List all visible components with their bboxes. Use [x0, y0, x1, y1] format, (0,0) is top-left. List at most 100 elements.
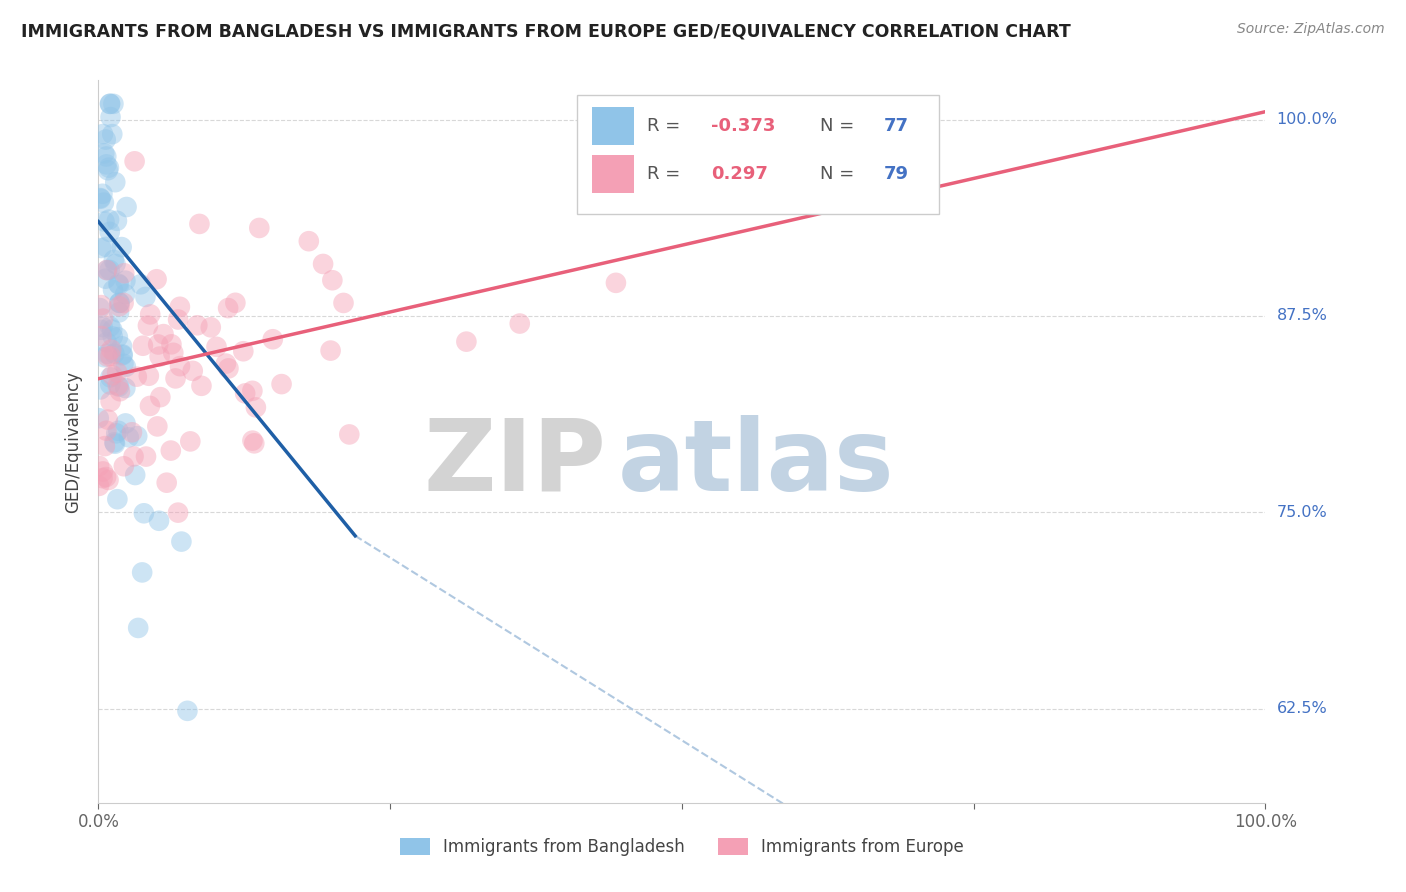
Point [87, 479, 110, 493]
Point [107, 424, 129, 438]
Point [321, 273, 343, 287]
Point [159, 443, 181, 458]
Point [148, 514, 170, 528]
Point [136, 318, 159, 333]
Point [121, 425, 143, 440]
FancyBboxPatch shape [592, 155, 634, 193]
Point [90, 329, 112, 343]
Point [270, 377, 292, 392]
Point [89, 383, 111, 397]
Point [233, 386, 256, 401]
Point [89, 301, 111, 315]
Point [186, 318, 208, 333]
Text: 79: 79 [884, 165, 908, 183]
Point [127, 429, 149, 443]
Point [131, 566, 153, 580]
Text: 62.5%: 62.5% [1277, 701, 1327, 716]
Point [98, 212, 121, 227]
Legend: Immigrants from Bangladesh, Immigrants from Europe: Immigrants from Bangladesh, Immigrants f… [394, 831, 970, 863]
Point [205, 340, 228, 354]
Point [97, 473, 120, 487]
Point [91, 465, 114, 479]
Point [91, 127, 114, 141]
Text: ZIP: ZIP [423, 415, 606, 512]
Point [98, 377, 121, 392]
Point [217, 301, 239, 315]
Point [319, 343, 342, 358]
Point [242, 434, 264, 448]
Point [169, 359, 191, 373]
Point [111, 348, 134, 362]
Point [98, 96, 121, 111]
Point [87, 458, 110, 473]
Point [132, 339, 155, 353]
Point [262, 332, 284, 346]
Point [101, 127, 124, 141]
Point [103, 96, 125, 111]
Point [112, 266, 135, 280]
Point [91, 311, 114, 326]
Point [242, 384, 264, 398]
Point [108, 305, 131, 319]
Point [89, 191, 111, 205]
Point [152, 327, 174, 342]
Point [93, 350, 115, 364]
Point [96, 263, 118, 277]
Point [94, 439, 117, 453]
Point [138, 368, 160, 383]
Text: -0.373: -0.373 [711, 117, 776, 135]
FancyBboxPatch shape [592, 107, 634, 145]
Point [98, 263, 121, 277]
Point [94, 240, 117, 254]
Point [100, 349, 122, 363]
Point [98, 225, 121, 239]
Point [167, 312, 190, 326]
Point [105, 492, 128, 507]
Point [135, 450, 157, 464]
Point [129, 277, 152, 292]
Point [94, 271, 117, 285]
Text: N =: N = [820, 117, 859, 135]
Point [108, 299, 131, 313]
Point [165, 371, 187, 385]
Point [605, 276, 627, 290]
Point [188, 217, 211, 231]
Point [108, 384, 131, 399]
Point [100, 110, 122, 124]
Point [96, 149, 118, 163]
Text: 100.0%: 100.0% [1277, 112, 1337, 127]
Point [96, 350, 118, 364]
Point [101, 323, 124, 337]
Point [124, 468, 146, 483]
Point [190, 379, 212, 393]
Point [103, 252, 125, 267]
Point [145, 272, 167, 286]
Point [149, 350, 172, 364]
Point [167, 506, 190, 520]
Y-axis label: GED/Equivalency: GED/Equivalency [65, 370, 83, 513]
Point [97, 412, 120, 426]
Point [107, 330, 129, 344]
Point [103, 346, 125, 360]
Point [200, 320, 222, 334]
Point [245, 401, 267, 415]
Point [108, 379, 131, 393]
Point [96, 424, 118, 438]
Point [96, 347, 118, 361]
Point [114, 381, 136, 395]
Point [160, 337, 183, 351]
Text: 77: 77 [884, 117, 908, 135]
Point [97, 161, 120, 175]
Point [98, 96, 121, 111]
Point [217, 361, 239, 376]
FancyBboxPatch shape [576, 95, 939, 214]
Point [105, 365, 128, 379]
Point [232, 344, 254, 359]
Point [91, 186, 114, 201]
Point [215, 357, 238, 371]
Text: R =: R = [647, 165, 686, 183]
Point [97, 163, 120, 178]
Point [107, 277, 129, 291]
Point [115, 200, 138, 214]
Text: N =: N = [820, 165, 859, 183]
